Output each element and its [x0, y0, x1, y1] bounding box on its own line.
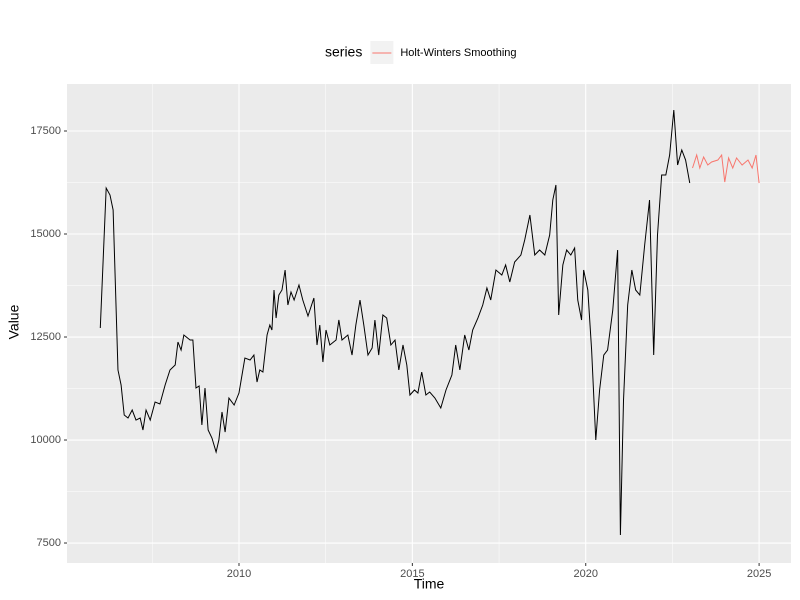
- y-tick-label: 12500: [30, 331, 61, 343]
- grid: [67, 84, 791, 563]
- legend: series Holt-Winters Smoothing: [325, 41, 517, 64]
- x-axis-title: Time: [414, 576, 445, 592]
- y-tick-label: 7500: [37, 537, 61, 549]
- series-line: [99, 109, 691, 536]
- legend-label: Holt-Winters Smoothing: [400, 47, 516, 59]
- y-axis-title: Value: [6, 304, 22, 339]
- series-line: [692, 153, 760, 184]
- x-tick-label: 2020: [573, 568, 597, 580]
- y-tick-label: 15000: [30, 228, 61, 240]
- legend-title: series: [325, 44, 362, 60]
- x-tick-label: 2025: [747, 568, 771, 580]
- x-tick-label: 2010: [227, 568, 251, 580]
- y-tick-label: 17500: [30, 125, 61, 137]
- lines: [99, 109, 760, 536]
- x-tick-label: 2015: [400, 568, 424, 580]
- y-tick-label: 10000: [30, 434, 61, 446]
- panel: [67, 84, 791, 563]
